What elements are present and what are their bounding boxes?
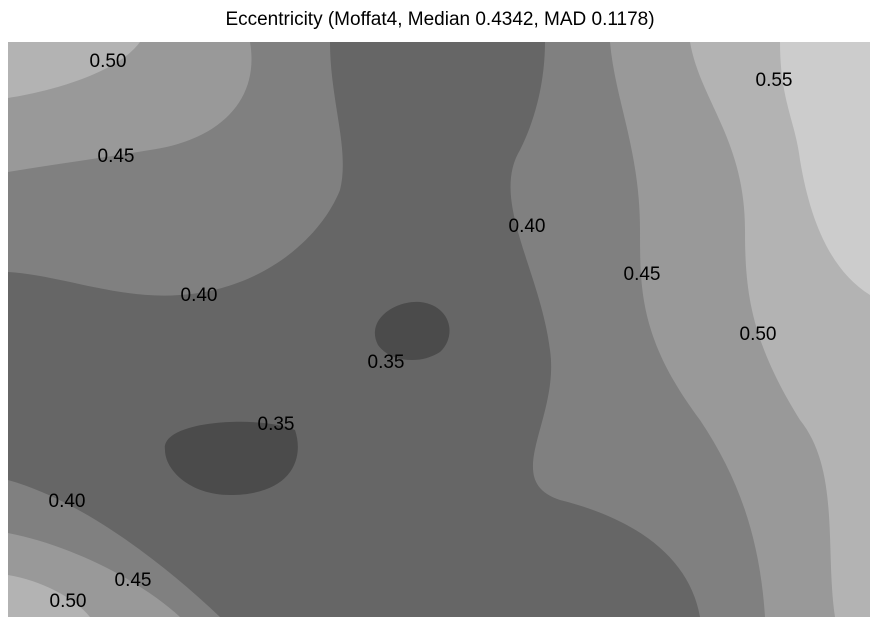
contour-label: 0.45 [115, 570, 152, 591]
contour-label: 0.40 [49, 491, 86, 512]
contour-band [164, 421, 298, 495]
contour-label: 0.45 [624, 264, 661, 285]
contour-band [780, 42, 870, 295]
contour-label: 0.40 [509, 216, 546, 237]
contour-band [374, 301, 450, 361]
chart-title: Eccentricity (Moffat4, Median 0.4342, MA… [225, 9, 654, 30]
contour-label: 0.40 [181, 285, 218, 306]
contour-label: 0.50 [740, 324, 777, 345]
contour-label: 0.45 [98, 146, 135, 167]
contour-label: 0.50 [50, 591, 87, 612]
contour-band [8, 575, 90, 617]
contour-label: 0.35 [368, 352, 405, 373]
contour-label: 0.50 [90, 51, 127, 72]
contour-label: 0.35 [258, 414, 295, 435]
contour-label: 0.55 [756, 70, 793, 91]
contour-band [8, 42, 140, 98]
